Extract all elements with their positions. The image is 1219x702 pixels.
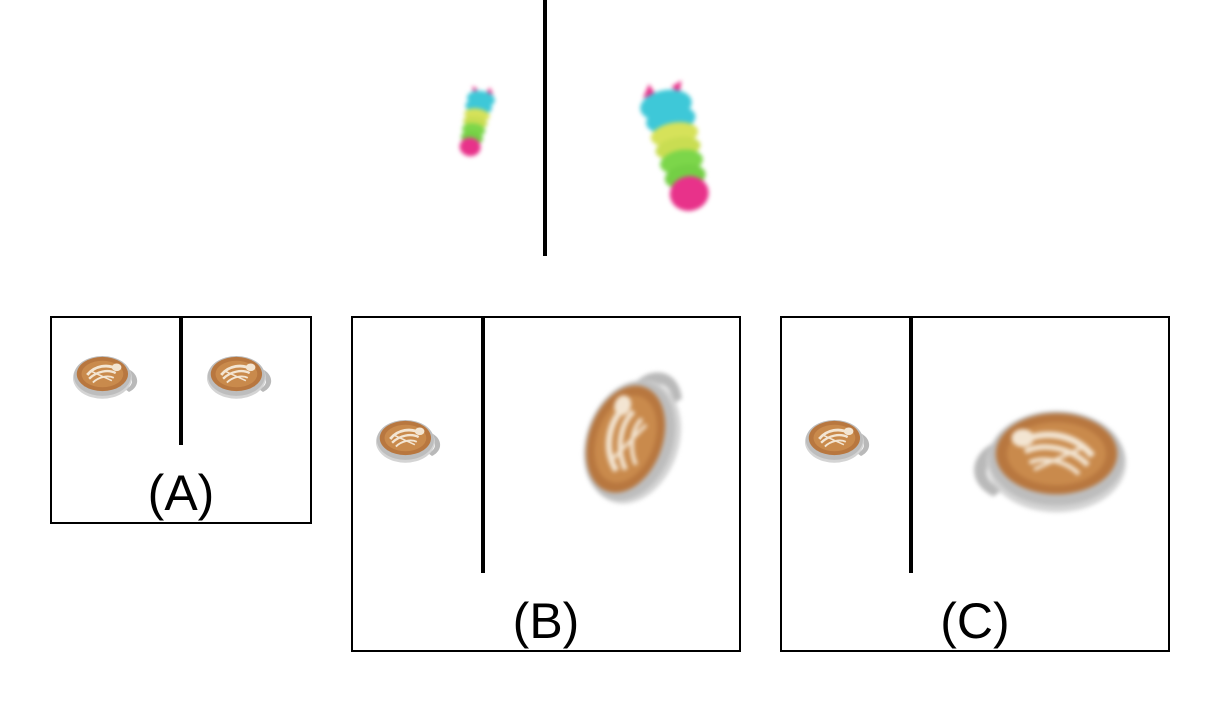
latte-cup-icon bbox=[803, 418, 871, 465]
option-label: (C) bbox=[940, 593, 1010, 649]
option-c-panel[interactable]: (C) bbox=[780, 316, 1170, 652]
divider-line bbox=[909, 318, 913, 573]
option-b-panel[interactable]: (B) bbox=[351, 316, 741, 652]
reference-pair bbox=[0, 0, 1219, 260]
divider-line bbox=[481, 318, 485, 573]
option-label: (B) bbox=[512, 593, 580, 649]
latte-cup-icon bbox=[205, 354, 273, 401]
latte-cup-icon bbox=[374, 418, 442, 465]
divider-line bbox=[179, 318, 183, 445]
stacked-figure-icon bbox=[636, 77, 712, 217]
stacked-figure-icon bbox=[458, 84, 497, 159]
option-a-panel[interactable]: (A) bbox=[50, 316, 312, 524]
option-label: (A) bbox=[147, 465, 215, 521]
divider-line bbox=[543, 0, 547, 256]
latte-cup-icon bbox=[972, 390, 1132, 520]
latte-cup-icon bbox=[71, 354, 139, 401]
latte-cup-icon bbox=[563, 362, 693, 512]
